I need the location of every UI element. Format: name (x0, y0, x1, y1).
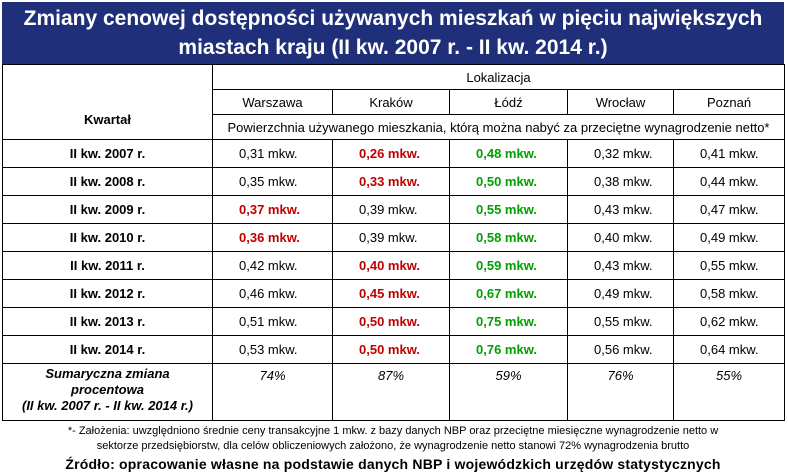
subheader: Powierzchnia używanego mieszkania, którą… (211, 114, 786, 140)
city-header: Kraków (332, 89, 450, 115)
lokalizacja-header: Lokalizacja (211, 64, 786, 90)
value-cell: 0,31 mkw. (212, 139, 333, 168)
value-cell: 0,50 mkw. (332, 335, 450, 364)
value-cell: 0,58 mkw. (449, 223, 568, 252)
table-row: II kw. 2012 r. 0,46 mkw. 0,45 mkw. 0,67 mkw… (2, 279, 786, 308)
value-cell: 0,32 mkw. (567, 139, 674, 168)
value-cell: 0,33 mkw. (332, 167, 450, 196)
value-cell: 0,43 mkw. (567, 251, 674, 280)
value-cell: 0,51 mkw. (212, 307, 333, 336)
value-cell: 0,62 mkw. (672, 307, 786, 336)
value-cell: 0,75 mkw. (449, 307, 568, 336)
value-cell: 0,42 mkw. (212, 251, 333, 280)
source-note: Źródło: opracowanie własne na podstawie … (65, 456, 721, 472)
table-row: II kw. 2010 r. 0,36 mkw. 0,39 mkw. 0,58 mkw… (2, 223, 786, 252)
value-cell: 0,41 mkw. (672, 139, 786, 168)
value-cell: 0,55 mkw. (672, 251, 786, 280)
value-cell: 0,76 mkw. (449, 335, 568, 364)
footnote-line-1: *- Założenia: uwzględniono średnie ceny … (67, 425, 719, 437)
title-line-2: miastach kraju (II kw. 2007 r. - II kw. … (178, 36, 608, 59)
quarter-label: II kw. 2013 r. (2, 307, 213, 336)
value-cell: 0,50 mkw. (332, 307, 450, 336)
value-cell: 0,39 mkw. (332, 195, 450, 224)
value-cell: 0,40 mkw. (332, 251, 450, 280)
value-cell: 0,59 mkw. (449, 251, 568, 280)
value-cell: 0,35 mkw. (212, 167, 333, 196)
value-cell: 0,46 mkw. (212, 279, 333, 308)
value-cell: 0,53 mkw. (212, 335, 333, 364)
value-cell: 0,45 mkw. (332, 279, 450, 308)
table-row: II kw. 2013 r. 0,51 mkw. 0,50 mkw. 0,75 mkw… (2, 307, 786, 336)
value-cell: 0,49 mkw. (567, 279, 674, 308)
quarter-label: II kw. 2010 r. (2, 223, 213, 252)
city-header: Wrocław (567, 89, 674, 115)
city-header: Poznań (672, 89, 786, 115)
quarter-label: II kw. 2011 r. (2, 251, 213, 280)
table-row: II kw. 2011 r. 0,42 mkw. 0,40 mkw. 0,59 mkw… (2, 251, 786, 280)
value-cell: 0,58 mkw. (672, 279, 786, 308)
quarter-label: II kw. 2007 r. (2, 139, 213, 168)
value-cell: 0,44 mkw. (672, 167, 786, 196)
value-cell: 0,55 mkw. (449, 195, 568, 224)
summary-value: 76% (567, 363, 674, 421)
summary-value: 74% (212, 363, 333, 421)
value-cell: 0,50 mkw. (449, 167, 568, 196)
value-cell: 0,49 mkw. (672, 223, 786, 252)
value-cell: 0,56 mkw. (567, 335, 674, 364)
value-cell: 0,67 mkw. (449, 279, 568, 308)
table-row: II kw. 2007 r. 0,31 mkw. 0,26 mkw. 0,48 mkw… (2, 139, 786, 168)
footnote-line-2: sektorze przedsiębiorstw, dla celów obli… (96, 440, 690, 452)
city-header: Warszawa (212, 89, 333, 115)
summary-value: 55% (672, 363, 786, 421)
kwartal-header: Kwartał (2, 64, 213, 140)
table-row: II kw. 2009 r. 0,37 mkw. 0,39 mkw. 0,55 mkw… (2, 195, 786, 224)
summary-label-line: procentowa (71, 382, 144, 397)
quarter-label: II kw. 2008 r. (2, 167, 213, 196)
quarter-label: II kw. 2009 r. (2, 195, 213, 224)
value-cell: 0,39 mkw. (332, 223, 450, 252)
value-cell: 0,38 mkw. (567, 167, 674, 196)
quarter-label: II kw. 2014 r. (2, 335, 213, 364)
summary-label-line: (II kw. 2007 r. - II kw. 2014 r.) (21, 398, 194, 413)
table-row: II kw. 2014 r. 0,53 mkw. 0,50 mkw. 0,76 mkw… (2, 335, 786, 364)
value-cell: 0,48 mkw. (449, 139, 568, 168)
value-cell: 0,40 mkw. (567, 223, 674, 252)
summary-label-line: Sumaryczna zmiana (45, 366, 170, 381)
city-header-row: Warszawa Kraków Łódź Wrocław Poznań (3, 89, 786, 115)
value-cell: 0,43 mkw. (567, 195, 674, 224)
value-cell: 0,36 mkw. (212, 223, 333, 252)
value-cell: 0,55 mkw. (567, 307, 674, 336)
value-cell: 0,64 mkw. (672, 335, 786, 364)
summary-row: Sumaryczna zmiana procentowa (II kw. 2007 … (2, 363, 786, 421)
data-table: Kwartał Lokalizacja Warszawa Kraków Łódź… (2, 64, 786, 421)
title-line-1: Zmiany cenowej dostępności używanych mie… (23, 7, 763, 30)
table-row: II kw. 2008 r. 0,35 mkw. 0,33 mkw. 0,50 mkw… (2, 167, 786, 196)
quarter-label: II kw. 2012 r. (2, 279, 213, 308)
summary-value: 59% (449, 363, 568, 421)
city-header: Łódź (449, 89, 568, 115)
summary-value: 87% (332, 363, 450, 421)
footnote: *- Założenia: uwzględniono średnie ceny … (2, 424, 784, 454)
value-cell: 0,37 mkw. (212, 195, 333, 224)
value-cell: 0,26 mkw. (332, 139, 450, 168)
title-banner: Zmiany cenowej dostępności używanych mie… (2, 2, 784, 64)
value-cell: 0,47 mkw. (672, 195, 786, 224)
summary-label: Sumaryczna zmiana procentowa (II kw. 2007 … (2, 363, 213, 421)
